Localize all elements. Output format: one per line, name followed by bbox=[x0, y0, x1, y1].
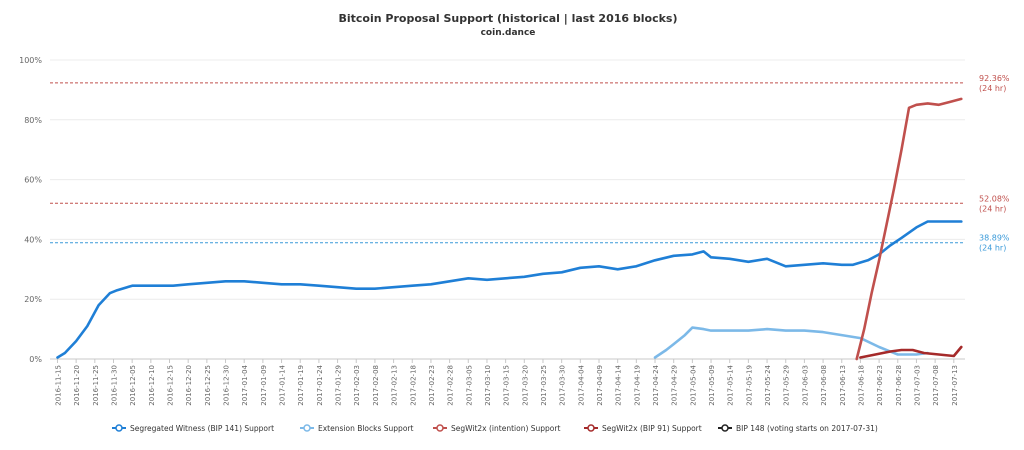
x-tick-label: 2017-03-10 bbox=[484, 365, 492, 406]
y-axis: 0% 20% 40% 60% 80% 100% bbox=[19, 56, 42, 364]
x-tick-label: 2016-12-20 bbox=[185, 365, 193, 406]
x-tick-label: 2017-05-14 bbox=[727, 364, 735, 405]
legend-label: SegWit2x (intention) Support bbox=[451, 424, 560, 433]
reference-lines: 92.36%(24 hr)52.08%(24 hr)38.89%(24 hr) bbox=[50, 74, 1010, 253]
legend-label: Segregated Witness (BIP 141) Support bbox=[130, 424, 274, 433]
reference-label: 92.36% bbox=[979, 74, 1010, 83]
x-tick-label: 2017-01-29 bbox=[335, 365, 343, 406]
y-tick-label: 80% bbox=[24, 116, 42, 125]
x-tick-label: 2016-12-05 bbox=[129, 365, 137, 406]
legend-marker bbox=[587, 424, 595, 432]
x-tick-label: 2017-06-08 bbox=[820, 365, 828, 406]
x-tick-label: 2017-03-05 bbox=[465, 365, 473, 406]
legend-marker bbox=[303, 424, 311, 432]
chart-subtitle: coin.dance bbox=[481, 28, 536, 38]
x-tick-label: 2017-03-30 bbox=[559, 365, 567, 406]
legend-label: SegWit2x (BIP 91) Support bbox=[602, 424, 702, 433]
reference-label: 52.08% bbox=[979, 194, 1010, 203]
reference-sublabel: (24 hr) bbox=[979, 204, 1006, 213]
y-tick-label: 20% bbox=[24, 295, 42, 304]
x-tick-label: 2016-12-30 bbox=[223, 365, 231, 406]
x-tick-label: 2017-01-14 bbox=[279, 364, 287, 405]
x-tick-label: 2017-06-13 bbox=[839, 365, 847, 406]
x-tick-label: 2016-11-15 bbox=[54, 365, 62, 406]
series-line bbox=[56, 220, 963, 359]
x-tick-label: 2017-06-18 bbox=[857, 365, 865, 406]
x-tick-label: 2017-03-20 bbox=[521, 365, 529, 406]
x-tick-label: 2017-07-13 bbox=[951, 365, 959, 406]
legend[interactable]: Segregated Witness (BIP 141) Support Exte… bbox=[112, 424, 878, 433]
reference-sublabel: (24 hr) bbox=[979, 84, 1006, 93]
x-tick-label: 2017-04-29 bbox=[671, 365, 679, 406]
x-tick-label: 2017-04-24 bbox=[652, 364, 660, 405]
x-axis: 2016-11-15 2016-11-20 2016-11-25 2016-11-30… bbox=[54, 359, 959, 406]
series-line bbox=[855, 97, 963, 361]
y-tick-label: 100% bbox=[19, 56, 42, 65]
x-tick-label: 2017-01-09 bbox=[260, 365, 268, 406]
x-tick-label: 2017-02-28 bbox=[447, 365, 455, 406]
x-tick-label: 2016-11-25 bbox=[92, 365, 100, 406]
x-tick-label: 2017-04-14 bbox=[615, 364, 623, 405]
x-tick-label: 2017-02-18 bbox=[409, 365, 417, 406]
legend-label: Extension Blocks Support bbox=[318, 424, 413, 433]
x-tick-label: 2017-05-09 bbox=[708, 365, 716, 406]
legend-marker bbox=[436, 424, 444, 432]
y-tick-label: 60% bbox=[24, 176, 42, 185]
x-tick-label: 2017-05-24 bbox=[764, 364, 772, 405]
x-tick-label: 2017-02-23 bbox=[428, 365, 436, 406]
x-tick-label: 2017-06-28 bbox=[895, 365, 903, 406]
x-tick-label: 2017-01-19 bbox=[297, 365, 305, 406]
chart-title: Bitcoin Proposal Support (historical | l… bbox=[338, 12, 677, 25]
y-tick-label: 0% bbox=[29, 355, 42, 364]
legend-item[interactable]: SegWit2x (intention) Support bbox=[433, 424, 560, 433]
x-tick-label: 2017-01-24 bbox=[316, 364, 324, 405]
x-tick-label: 2016-12-15 bbox=[167, 365, 175, 406]
x-tick-label: 2017-02-08 bbox=[372, 365, 380, 406]
reference-sublabel: (24 hr) bbox=[979, 244, 1006, 253]
x-tick-label: 2016-12-10 bbox=[148, 365, 156, 406]
x-tick-label: 2017-07-03 bbox=[913, 365, 921, 406]
x-tick-label: 2017-05-29 bbox=[783, 365, 791, 406]
x-tick-label: 2017-02-03 bbox=[353, 365, 361, 406]
x-tick-label: 2017-07-08 bbox=[932, 365, 940, 406]
x-tick-label: 2017-05-04 bbox=[689, 364, 697, 405]
reference-label: 38.89% bbox=[979, 234, 1010, 243]
x-tick-label: 2017-03-25 bbox=[540, 365, 548, 406]
y-tick-label: 40% bbox=[24, 235, 42, 244]
x-tick-label: 2017-03-15 bbox=[503, 365, 511, 406]
legend-item[interactable]: Extension Blocks Support bbox=[300, 424, 413, 433]
x-tick-label: 2016-12-25 bbox=[204, 365, 212, 406]
grid bbox=[50, 59, 965, 360]
x-tick-label: 2017-06-23 bbox=[876, 365, 884, 406]
x-tick-label: 2016-11-20 bbox=[73, 365, 81, 406]
x-tick-label: 2017-04-04 bbox=[577, 364, 585, 405]
x-tick-label: 2016-11-30 bbox=[110, 365, 118, 406]
x-tick-label: 2017-02-13 bbox=[391, 365, 399, 406]
legend-item[interactable]: SegWit2x (BIP 91) Support bbox=[584, 424, 702, 433]
x-tick-label: 2017-04-09 bbox=[596, 365, 604, 406]
series-line bbox=[859, 345, 963, 359]
plot-area bbox=[56, 97, 963, 361]
legend-item[interactable]: Segregated Witness (BIP 141) Support bbox=[112, 424, 274, 433]
x-tick-label: 2017-01-04 bbox=[241, 364, 249, 405]
x-tick-label: 2017-05-19 bbox=[745, 365, 753, 406]
legend-marker bbox=[721, 424, 729, 432]
series-line bbox=[653, 326, 929, 359]
x-tick-label: 2017-04-19 bbox=[633, 365, 641, 406]
legend-item[interactable]: BIP 148 (voting starts on 2017-07-31) bbox=[718, 424, 878, 433]
legend-label: BIP 148 (voting starts on 2017-07-31) bbox=[736, 424, 878, 433]
x-tick-label: 2017-06-03 bbox=[801, 365, 809, 406]
legend-marker bbox=[115, 424, 123, 432]
